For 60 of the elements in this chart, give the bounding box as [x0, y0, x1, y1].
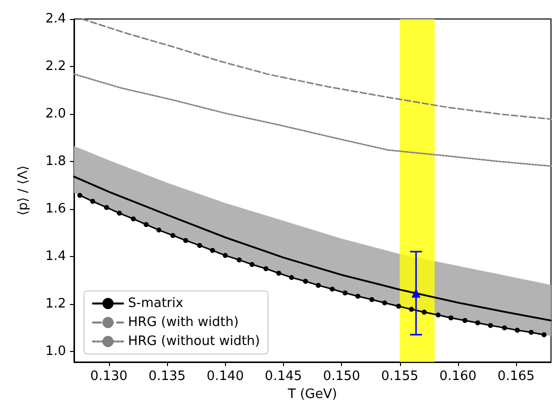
- point: [144, 222, 149, 228]
- point: [276, 270, 282, 276]
- point: [412, 288, 421, 298]
- x-axis-title: T (GeV): [286, 387, 338, 402]
- point: [448, 315, 454, 320]
- y-axis-title: ⟨p⟩ / ⟨Λ⟩: [16, 165, 31, 216]
- y-tick-label: 1.6: [45, 201, 66, 216]
- x-tick-label: 0.160: [439, 369, 477, 384]
- point: [462, 318, 468, 323]
- point: [197, 242, 202, 248]
- point: [222, 252, 228, 258]
- point: [90, 198, 96, 204]
- point: [104, 204, 110, 210]
- point: [342, 290, 348, 296]
- point: [382, 300, 388, 306]
- point: [210, 248, 215, 253]
- point: [488, 322, 493, 328]
- point: [528, 330, 534, 335]
- point: [542, 332, 547, 338]
- y-tick-label: 1.8: [45, 154, 66, 169]
- y-tick-label: 1.2: [45, 296, 66, 312]
- point: [303, 278, 308, 284]
- y-tick-label: 2.0: [45, 106, 66, 122]
- x-tick-label: 0.145: [264, 369, 302, 384]
- point: [502, 325, 507, 330]
- legend-label: S-matrix: [128, 296, 184, 311]
- point: [250, 262, 254, 267]
- point: [289, 274, 294, 280]
- x-tick-label: 0.155: [381, 369, 418, 384]
- x-tick-label: 0.135: [148, 369, 186, 384]
- point: [475, 320, 480, 326]
- point: [396, 304, 402, 309]
- x-tick-label: 0.140: [206, 369, 244, 384]
- y-tick-label: 2.2: [45, 58, 66, 74]
- point: [263, 266, 268, 272]
- point: [355, 294, 360, 299]
- y-tick-label: 2.4: [45, 12, 66, 26]
- point: [156, 228, 162, 233]
- point: [183, 238, 188, 243]
- point: [369, 297, 374, 302]
- point: [514, 328, 520, 333]
- point: [422, 310, 427, 315]
- y-tick-label: 1.0: [45, 344, 66, 359]
- point: [170, 232, 176, 238]
- point: [116, 210, 122, 216]
- x-tick-label: 0.150: [322, 369, 360, 384]
- x-tick-label: 0.130: [90, 369, 128, 384]
- line-series: [73, 73, 552, 167]
- line-series: [81, 18, 552, 120]
- legend-label: HRG (without width): [128, 334, 260, 349]
- point: [130, 216, 136, 222]
- point: [408, 306, 414, 312]
- point: [236, 257, 242, 262]
- point: [77, 192, 82, 198]
- y-tick-label: 1.4: [45, 248, 66, 264]
- x-tick-label: 0.165: [497, 369, 535, 384]
- legend-label: HRG (with width): [128, 315, 239, 330]
- point: [316, 282, 321, 288]
- point: [436, 312, 441, 318]
- point: [330, 286, 335, 292]
